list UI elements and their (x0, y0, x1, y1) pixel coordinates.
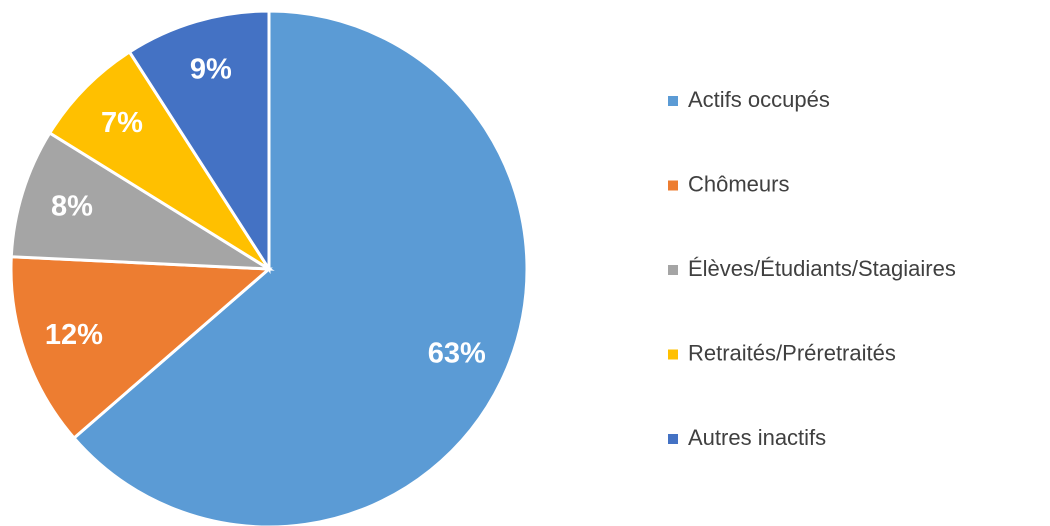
data-label: 63% (428, 337, 486, 369)
legend-label: Actifs occupés (688, 87, 830, 112)
pie-slice (9, 130, 275, 271)
data-label: 8% (51, 190, 93, 222)
legend-swatch (668, 180, 678, 191)
legend-swatch (668, 349, 678, 360)
legend-label: Retraités/Préretraités (688, 340, 896, 365)
legend-swatch (668, 434, 678, 444)
pie-slice (47, 49, 271, 271)
data-label: 12% (45, 319, 103, 351)
legend-label: Autres inactifs (688, 425, 826, 450)
data-label: 7% (101, 107, 143, 139)
legend-swatch (668, 265, 678, 275)
legend-label: Chômeurs (688, 171, 789, 196)
legend-label: Élèves/Étudiants/Stagiaires (688, 256, 956, 281)
pie-slice (127, 9, 271, 275)
pie-slice (9, 255, 273, 441)
legend-swatch (668, 96, 678, 106)
data-label: 9% (190, 54, 232, 86)
pie-slice (71, 9, 529, 526)
